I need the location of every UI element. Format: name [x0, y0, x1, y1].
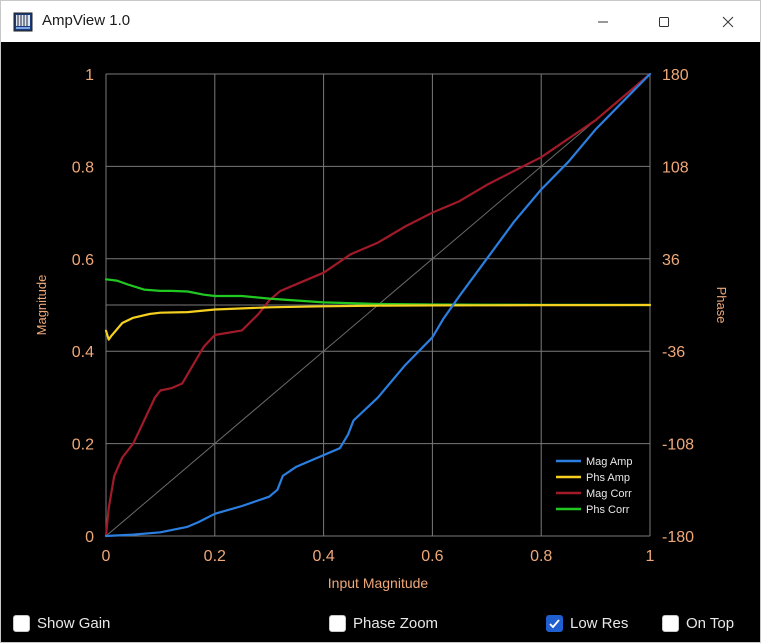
y-tick-label: 0.8	[72, 159, 94, 176]
x-tick-label: 0.6	[421, 548, 443, 565]
maximize-button[interactable]	[641, 1, 687, 42]
close-icon	[722, 16, 734, 27]
x-tick-label: 0.8	[530, 548, 552, 565]
series-line-mag-corr	[104, 72, 652, 538]
maximize-icon	[659, 16, 669, 27]
phase-zoom-label: Phase Zoom	[353, 615, 439, 632]
x-tick-label: 0.4	[312, 548, 334, 565]
y2-tick-label: 108	[662, 159, 689, 176]
checkbox-box[interactable]	[662, 615, 679, 632]
y2-tick-label: -108	[662, 437, 694, 454]
legend-label: Mag Amp	[586, 456, 632, 468]
low-res-checkbox[interactable]: Low Res	[546, 615, 628, 632]
x-tick-label: 0.2	[204, 548, 226, 565]
series-line-phs-amp	[104, 303, 652, 341]
options-bar: Show Gain Phase Zoom Low Res On Top	[1, 602, 760, 642]
app-chart-icon	[13, 12, 33, 32]
window-title: AmpView 1.0	[42, 12, 131, 29]
y2-axis-label: Phase	[714, 287, 729, 324]
minimize-button[interactable]	[580, 1, 626, 42]
low-res-label: Low Res	[570, 615, 629, 632]
y2-tick-label: 180	[662, 67, 689, 84]
on-top-checkbox[interactable]: On Top	[662, 615, 734, 632]
y2-tick-label: 36	[662, 252, 680, 269]
amp-chart: 0 0.2 0.4 0.6 0.8 1 0 0.2 0.4 0.6 0.8 1 -180 -108 -36 3…	[34, 67, 729, 591]
series-line-phs-corr	[104, 278, 652, 307]
x-tick-label: 1	[646, 548, 655, 565]
plot-area: 0 0.2 0.4 0.6 0.8 1 0 0.2 0.4 0.6 0.8 1 -180 -108 -36 3…	[1, 42, 760, 602]
close-button[interactable]	[705, 1, 751, 42]
minimize-icon	[598, 21, 608, 22]
checkbox-box[interactable]	[546, 615, 563, 632]
title-bar[interactable]: AmpView 1.0	[1, 1, 760, 42]
y-tick-label: 0.2	[72, 437, 94, 454]
show-gain-checkbox[interactable]: Show Gain	[13, 615, 110, 632]
y-tick-label: 0.4	[72, 344, 94, 361]
series-line-mag-amp	[104, 72, 652, 538]
y-axis-label: Magnitude	[34, 275, 49, 336]
y-tick-label: 0	[85, 529, 94, 546]
legend-label: Phs Corr	[586, 504, 630, 516]
phase-zoom-checkbox[interactable]: Phase Zoom	[329, 615, 438, 632]
legend-label: Phs Amp	[586, 472, 630, 484]
y2-tick-label: -180	[662, 529, 694, 546]
y-tick-label: 0.6	[72, 252, 94, 269]
y-tick-label: 1	[85, 67, 94, 84]
show-gain-label: Show Gain	[37, 615, 111, 632]
x-tick-label: 0	[102, 548, 111, 565]
x-axis-label: Input Magnitude	[328, 575, 429, 591]
checkmark-icon	[549, 619, 560, 629]
legend-label: Mag Corr	[586, 488, 632, 500]
checkbox-box[interactable]	[329, 615, 346, 632]
on-top-label: On Top	[686, 615, 735, 632]
checkbox-box[interactable]	[13, 615, 30, 632]
y2-tick-label: -36	[662, 344, 685, 361]
